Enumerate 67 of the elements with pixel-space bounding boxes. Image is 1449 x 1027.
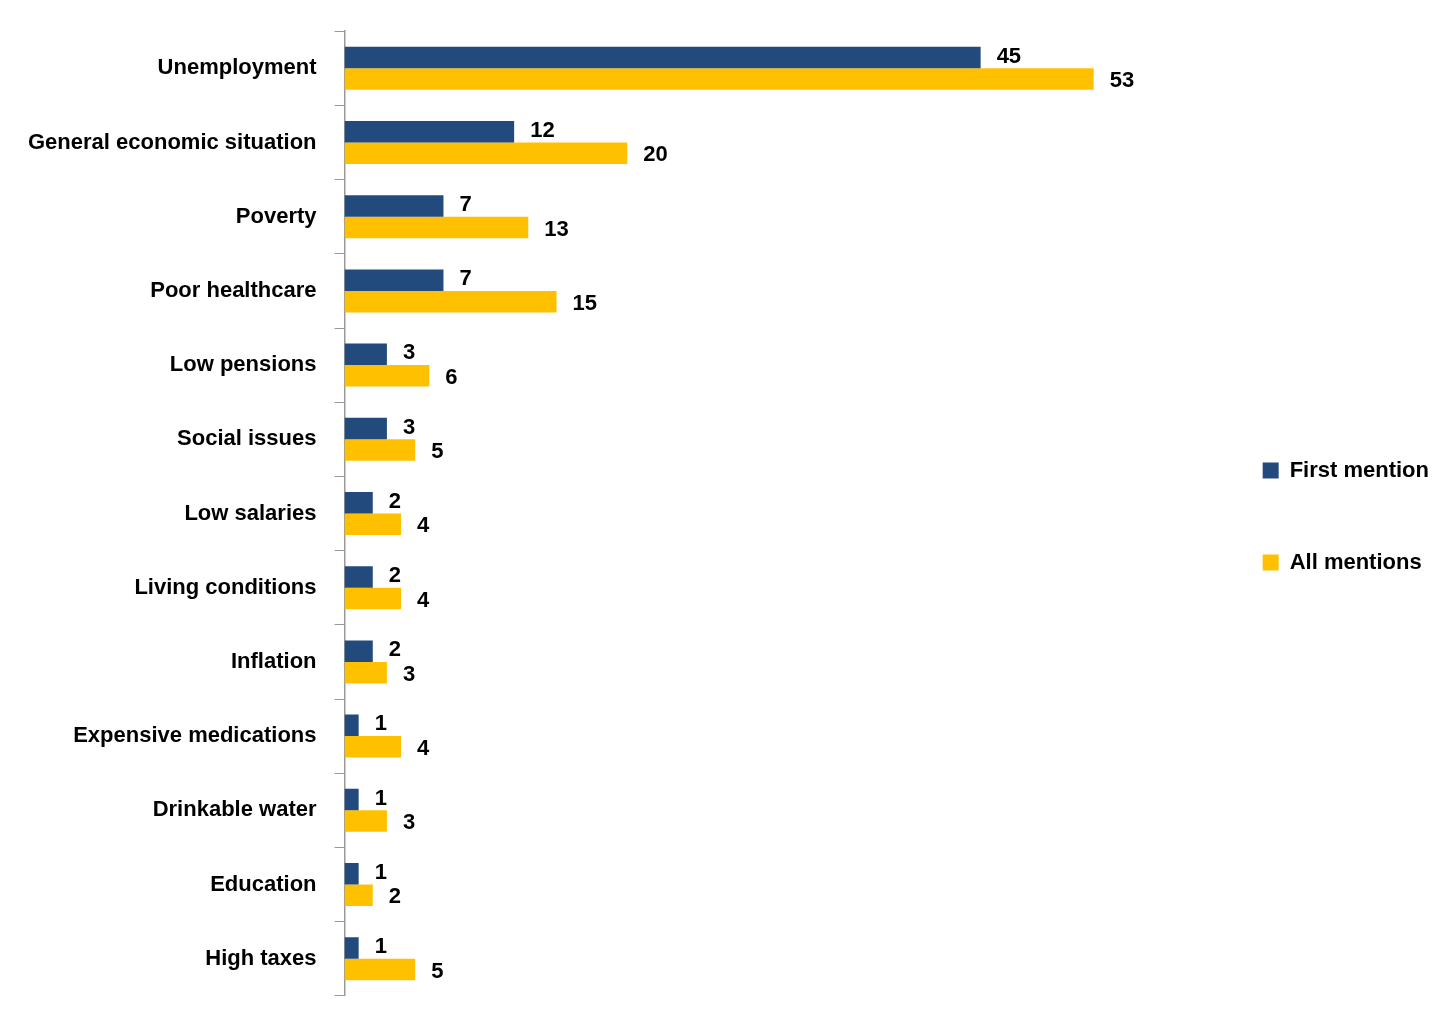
data-label: 20: [643, 141, 668, 167]
bar: [344, 566, 373, 588]
y-tick-label: Education: [210, 870, 317, 896]
bar: [344, 491, 373, 514]
y-tick-label: Low salaries: [184, 499, 317, 525]
data-label: 6: [445, 363, 458, 389]
bar: [344, 290, 557, 313]
y-tick-label: Drinkable water: [152, 796, 317, 822]
bar: [344, 937, 359, 959]
bar: [344, 587, 402, 610]
y-tick-label: General economic situation: [28, 128, 317, 154]
bar: [344, 343, 387, 366]
data-label: 12: [530, 116, 555, 142]
y-tick-label: Living conditions: [134, 573, 317, 599]
data-label: 5: [431, 957, 444, 983]
y-tick-label: Poverty: [235, 202, 318, 228]
data-label: 3: [402, 660, 416, 686]
data-label: 4: [417, 734, 431, 760]
data-label: 4: [417, 512, 431, 538]
data-label: 4: [417, 586, 431, 612]
bar: [344, 714, 359, 737]
bar: [344, 439, 416, 461]
data-label: 2: [388, 636, 402, 662]
bar: [344, 661, 387, 684]
data-label: 5: [431, 438, 444, 464]
bar: [344, 216, 529, 239]
y-tick-label: Social issues: [177, 425, 317, 451]
data-label: 15: [572, 289, 598, 315]
data-label: 3: [402, 809, 416, 835]
bar: [344, 120, 515, 143]
y-tick-label: High taxes: [205, 944, 317, 970]
bar: [344, 365, 430, 387]
bar: [344, 958, 416, 981]
data-label: 7: [459, 191, 472, 216]
bar: [344, 195, 444, 217]
bar: [344, 640, 373, 662]
bar: [344, 142, 628, 165]
bar: [344, 736, 402, 758]
bar: [344, 417, 387, 440]
y-tick-label: Inflation: [230, 647, 317, 673]
legend-label: First mention: [1289, 456, 1430, 482]
bar: [344, 788, 359, 811]
y-tick-label: Expensive medications: [73, 722, 317, 748]
data-label: 45: [996, 42, 1022, 68]
data-label: 3: [402, 413, 416, 439]
bar: [344, 810, 387, 832]
bar: [344, 513, 402, 536]
bar: [344, 862, 359, 885]
bar: [344, 269, 444, 291]
data-label: 7: [459, 265, 472, 291]
data-label: 2: [388, 487, 402, 513]
bar: [344, 68, 1094, 90]
data-label: 1: [374, 784, 387, 810]
data-label: 2: [388, 883, 402, 909]
bar: [344, 884, 373, 907]
data-label: 1: [374, 710, 387, 736]
data-label: 1: [374, 933, 387, 958]
data-label: 2: [388, 562, 402, 587]
data-label: 53: [1109, 67, 1135, 93]
y-tick-label: Low pensions: [169, 351, 317, 377]
data-label: 13: [544, 215, 569, 241]
legend-label: All mentions: [1289, 548, 1422, 574]
data-label: 3: [402, 339, 416, 365]
y-tick-label: Poor healthcare: [150, 276, 317, 302]
bar: [344, 46, 981, 69]
y-tick-label: Unemployment: [157, 54, 318, 80]
data-label: 1: [374, 858, 387, 884]
